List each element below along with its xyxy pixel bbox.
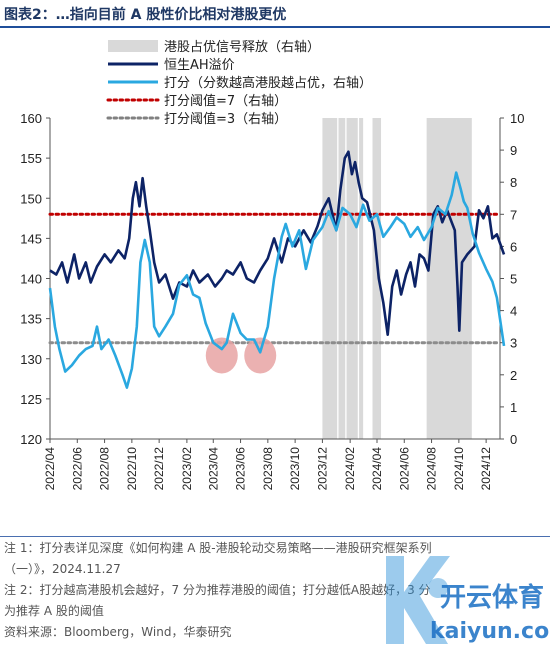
- y-right-tick-label: 9: [510, 143, 517, 158]
- x-tick-label: 2023/12: [315, 447, 329, 491]
- y-left-tick-label: 135: [20, 312, 42, 327]
- x-tick-label: 2024/06: [397, 447, 411, 491]
- highlight-circle: [205, 337, 238, 374]
- watermark-k-icon: [386, 556, 450, 644]
- y-right-tick-label: 5: [510, 272, 517, 287]
- x-tick-label: 2022/10: [125, 447, 139, 491]
- signal-band: [322, 118, 338, 439]
- y-left-tick-label: 145: [20, 231, 42, 246]
- threshold-lines: [48, 212, 502, 345]
- figure-title: 图表2：…指向目前 A 股性价比相对港股更优: [4, 7, 287, 23]
- y-left-tick-label: 130: [20, 352, 42, 367]
- y-left-tick-label: 150: [20, 191, 42, 206]
- x-tick-label: 2024/12: [479, 447, 493, 491]
- legend-label: 打分阈值=7（右轴）: [164, 93, 287, 109]
- y-right-tick-label: 1: [510, 400, 517, 415]
- x-tick-label: 2022/08: [98, 447, 112, 491]
- ah-premium-line: [49, 150, 506, 337]
- x-tick-label: 2024/02: [343, 447, 357, 491]
- signal-band: [338, 118, 346, 439]
- signal-band: [426, 118, 472, 439]
- x-tick-label: 2024/08: [425, 447, 439, 491]
- y-right-tick-label: 8: [510, 175, 517, 190]
- y-right-tick-label: 3: [510, 336, 517, 351]
- legend-label: 打分（分数越高港股越占优，右轴）: [164, 75, 372, 91]
- signal-band: [359, 118, 364, 439]
- watermark-url: kaiyun.com: [430, 619, 550, 644]
- legend-swatch-band: [108, 40, 158, 52]
- note-line: 为推荐 A 股的阈值: [4, 604, 104, 618]
- legend-label: 恒生AH溢价: [164, 58, 235, 73]
- legend-label: 打分阈值=3（右轴）: [164, 111, 287, 127]
- x-tick-label: 2022/12: [152, 447, 166, 491]
- y-right-tick-label: 2: [510, 368, 517, 383]
- note-line: 注 1：打分表详见深度《如何构建 A 股-港股轮动交易策略——港股研究框架系列: [4, 541, 432, 555]
- notes-rule: [0, 536, 550, 537]
- highlight-circles: [205, 337, 277, 374]
- y-right-tick-label: 6: [510, 239, 517, 254]
- note-line: 注 2：打分越高港股机会越好，7 分为推荐港股的阈值；打分越低A股越好，3 分: [4, 583, 431, 597]
- watermark-logo: 开云体育 kaiyun.com: [386, 556, 550, 644]
- watermark-brand: 开云体育: [440, 582, 544, 613]
- y-left-tick-label: 160: [20, 111, 42, 126]
- notes: 注 1：打分表详见深度《如何构建 A 股-港股轮动交易策略——港股研究框架系列 …: [0, 538, 550, 643]
- y-right-tick-label: 4: [510, 304, 517, 319]
- y-left-tick-label: 125: [20, 392, 42, 407]
- x-tick-label: 2023/02: [180, 447, 194, 491]
- axes: 120 125 130 135 140 145 150 155 160 0 1 2 3 4 5 6 7 8 9 10 2…: [20, 111, 524, 490]
- legend-label: 港股占优信号释放（右轴）: [164, 40, 320, 55]
- series-lines: [48, 150, 506, 389]
- watermark-ball-icon: [428, 578, 448, 598]
- title-rule: [0, 26, 550, 28]
- x-tick-label: 2023/10: [288, 447, 302, 491]
- signal-band: [346, 118, 358, 439]
- note-source: 资料来源：Bloomberg，Wind，华泰研究: [4, 625, 232, 639]
- signal-bands: [322, 118, 472, 439]
- x-tick-label: 2024/04: [370, 447, 384, 491]
- x-tick-label: 2023/08: [261, 447, 275, 491]
- x-tick-label: 2022/04: [43, 447, 57, 491]
- highlight-circle: [244, 337, 277, 374]
- signal-band: [372, 118, 382, 439]
- y-left-tick-label: 120: [20, 432, 42, 447]
- x-tick-label: 2023/04: [206, 447, 220, 491]
- y-left-tick-label: 155: [20, 151, 42, 166]
- x-tick-label: 2024/10: [452, 447, 466, 491]
- y-right-tick-label: 0: [510, 432, 517, 447]
- note-line: （一）》，2024.11.27: [4, 562, 121, 576]
- y-right-tick-label: 10: [510, 111, 524, 126]
- x-tick-label: 2023/06: [234, 447, 248, 491]
- y-right-tick-label: 7: [510, 207, 517, 222]
- y-left-tick-label: 140: [20, 272, 42, 287]
- x-tick-label: 2022/06: [70, 447, 84, 491]
- score-line: [48, 171, 506, 389]
